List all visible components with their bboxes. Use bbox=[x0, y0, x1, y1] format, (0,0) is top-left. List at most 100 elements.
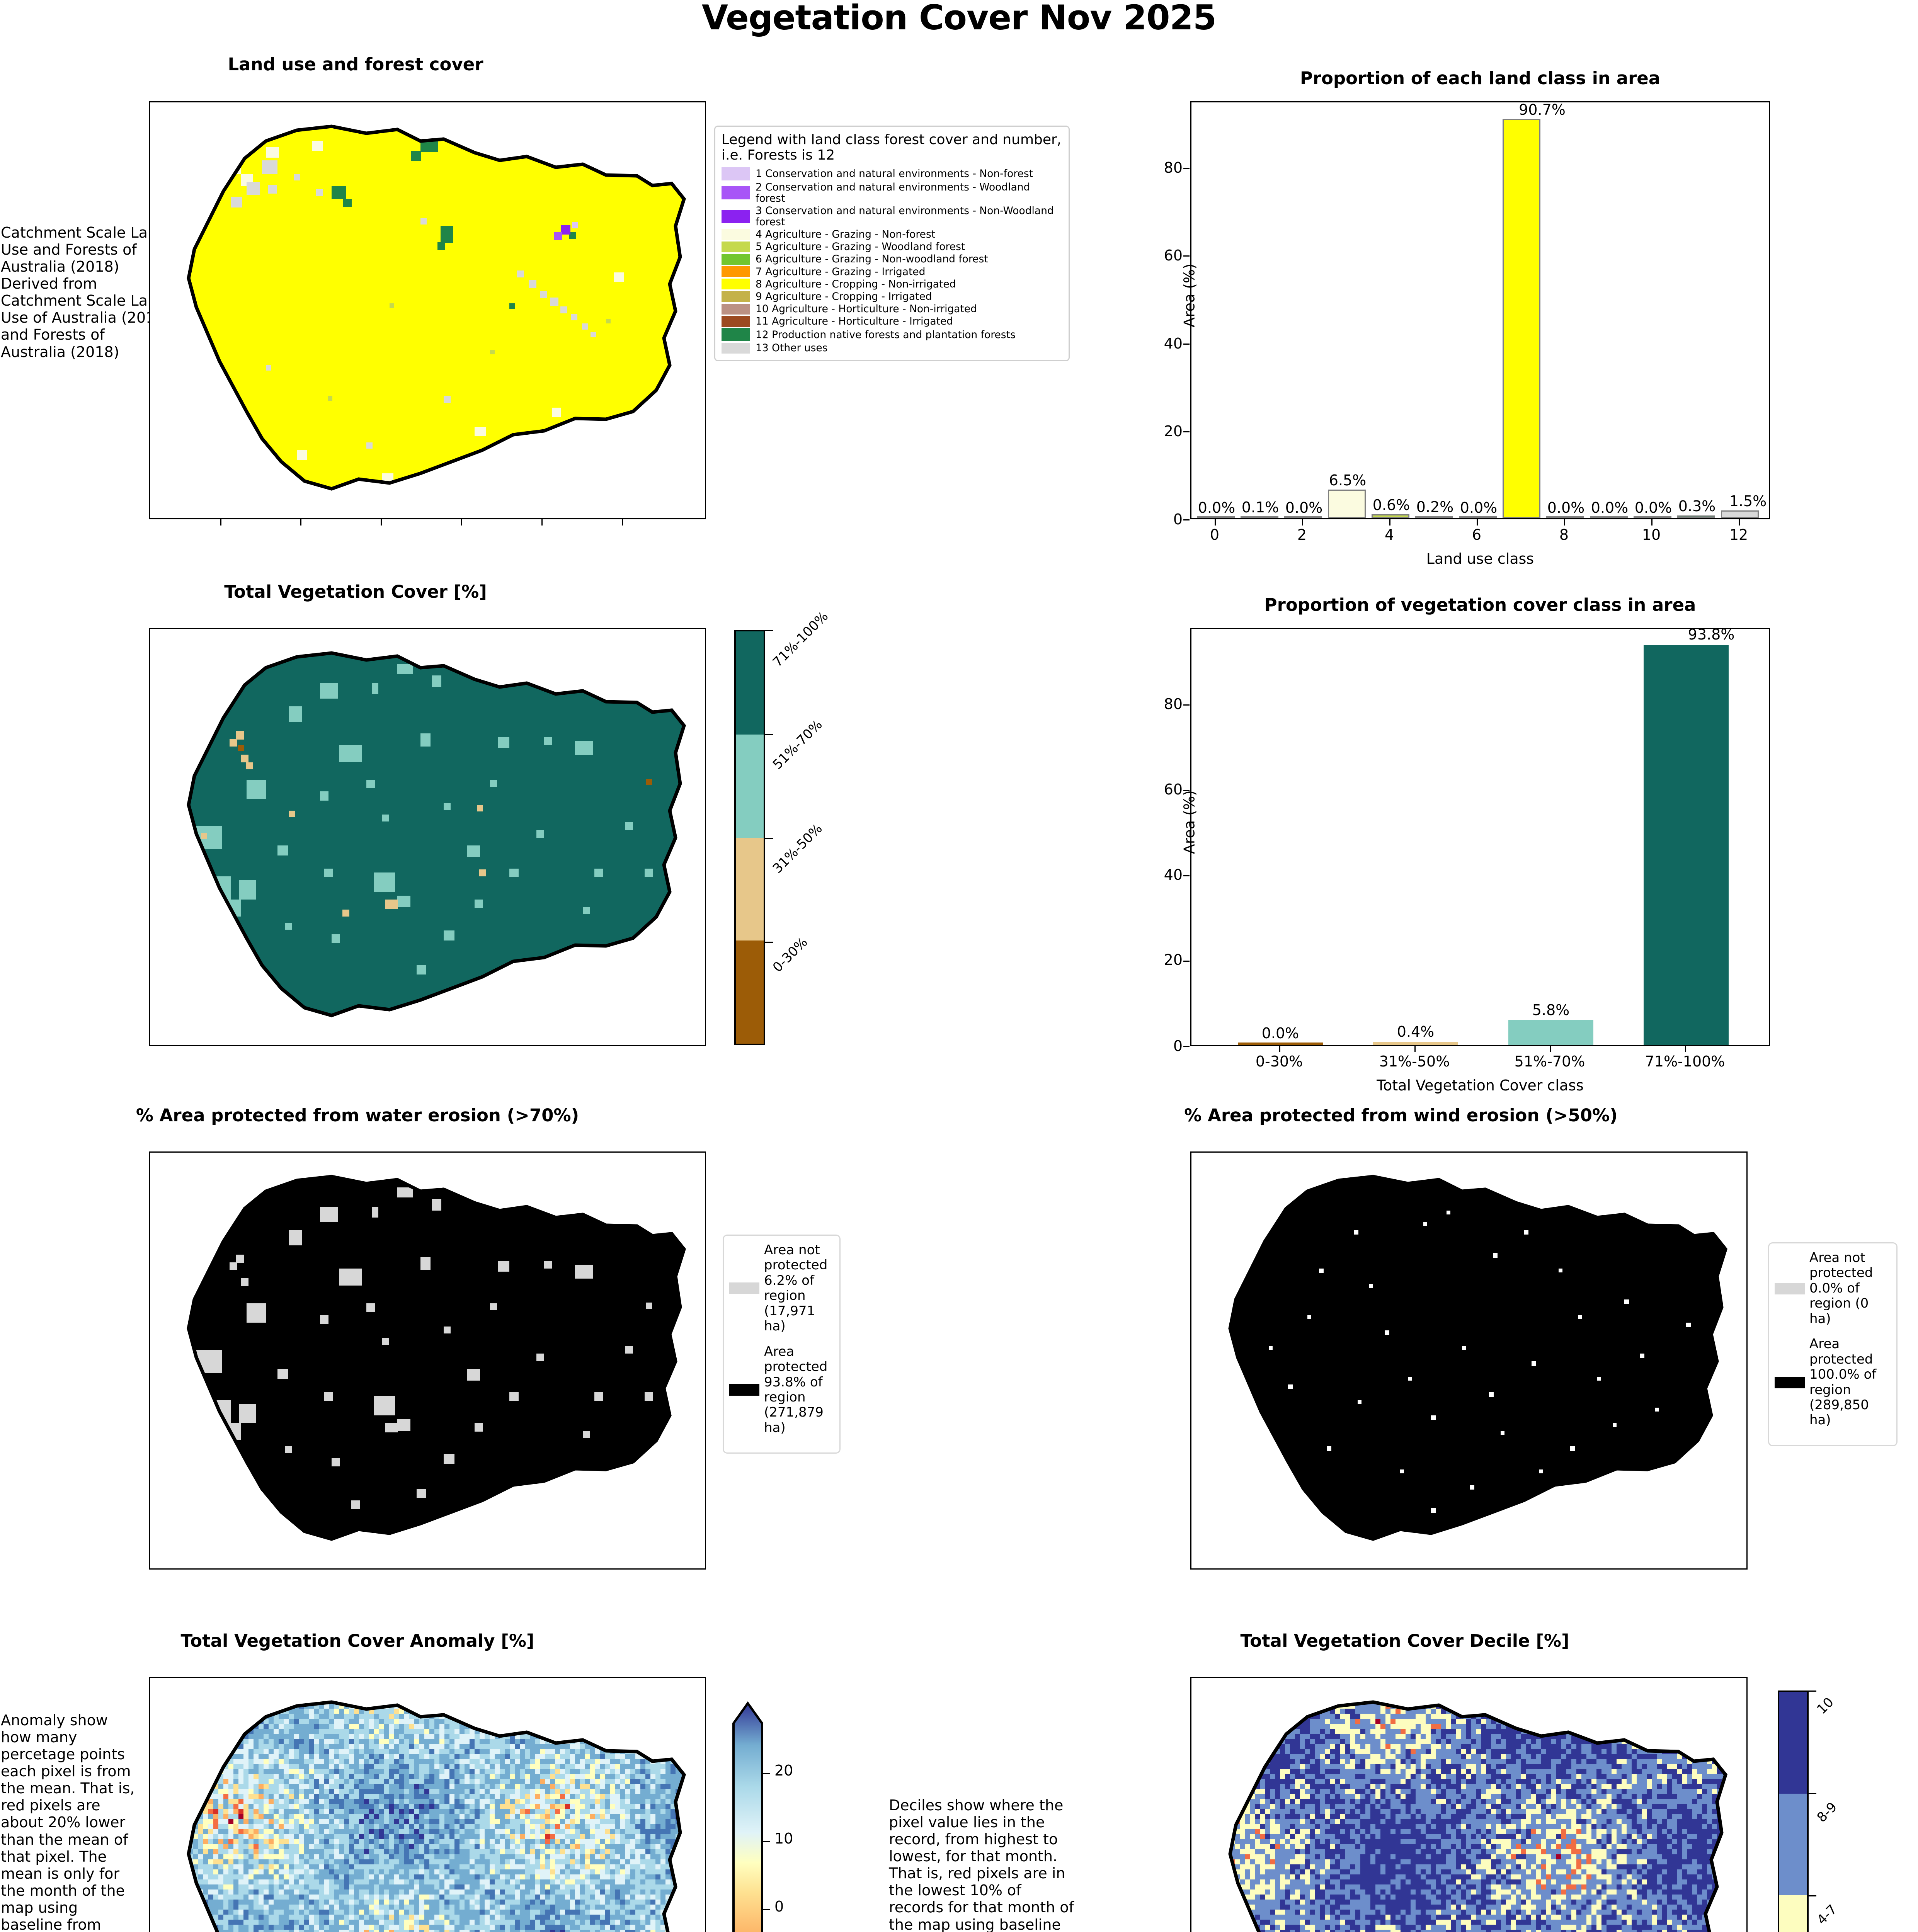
panel-title-decile: Total Vegetation Cover Decile [%] bbox=[1240, 1631, 1569, 1651]
wind-erosion-legend: Area not protected 0.0% of region (0 ha)… bbox=[1768, 1242, 1898, 1446]
legend-swatch-6 bbox=[722, 254, 750, 265]
bar-6 bbox=[1459, 516, 1497, 518]
legend-label: 12 Production native forests and plantat… bbox=[756, 328, 1016, 341]
chart1-ylabel: Area (%) bbox=[1181, 264, 1198, 328]
map-wind-erosion bbox=[1190, 1151, 1748, 1570]
chart-title: Proportion of each land class in area bbox=[1300, 68, 1661, 88]
legend-label: Area not protected 6.2% of region (17,97… bbox=[764, 1242, 828, 1334]
bar-label-7: 90.7% bbox=[1519, 101, 1566, 118]
map-land-use-xticks bbox=[149, 519, 706, 526]
xtick: 6 bbox=[1472, 526, 1482, 543]
ytick: 20 bbox=[1164, 423, 1183, 440]
legend-swatch-7 bbox=[722, 266, 750, 277]
legend-label: 6 Agriculture - Grazing - Non-woodland f… bbox=[756, 253, 988, 265]
ytick: 0 bbox=[1173, 511, 1183, 528]
chart-land-class-proportion: Proportion of each land class in area 0.… bbox=[1164, 68, 1770, 567]
xtick: 51%-70% bbox=[1514, 1053, 1585, 1070]
anomaly-map-svg bbox=[187, 1700, 686, 1932]
bar-label-31-50: 0.4% bbox=[1397, 1023, 1435, 1040]
legend-label: 2 Conservation and natural environments … bbox=[756, 181, 1030, 204]
legend-title: Legend with land class forest cover and … bbox=[722, 132, 1062, 163]
legend-swatch-10 bbox=[722, 303, 750, 315]
bar-label-51-70: 5.8% bbox=[1532, 1002, 1570, 1019]
legend-item: 2 Conservation and natural environments … bbox=[722, 181, 1062, 204]
ytick: 60 bbox=[1164, 781, 1183, 798]
legend-label: 10 Agriculture - Horticulture - Non-irri… bbox=[756, 303, 977, 315]
cbar-seg-51-70 bbox=[736, 734, 764, 838]
panel-title-anomaly: Total Vegetation Cover Anomaly [%] bbox=[180, 1631, 534, 1651]
xtick: 71%-100% bbox=[1645, 1053, 1725, 1070]
cbar-seg-71-100 bbox=[736, 631, 764, 735]
bar-31-50 bbox=[1373, 1042, 1458, 1045]
legend-label: Area not protected 0.0% of region (0 ha) bbox=[1809, 1250, 1873, 1327]
bar-label-4: 0.6% bbox=[1372, 497, 1410, 514]
bar-label-12: 1.5% bbox=[1729, 493, 1767, 510]
cbar-seg-0-30 bbox=[736, 940, 764, 1044]
chart-title: Proportion of vegetation cover class in … bbox=[1264, 595, 1696, 615]
bar-5 bbox=[1415, 516, 1453, 518]
bar-71-100 bbox=[1644, 645, 1729, 1045]
legend-item: 5 Agriculture - Grazing - Woodland fores… bbox=[722, 241, 1062, 252]
xtick: 4 bbox=[1384, 526, 1394, 543]
legend-label: 13 Other uses bbox=[756, 342, 828, 354]
legend-item: 10 Agriculture - Horticulture - Non-irri… bbox=[722, 303, 1062, 315]
legend-item-not-protected: Area not protected 6.2% of region (17,97… bbox=[729, 1242, 834, 1334]
legend-swatch-8 bbox=[722, 279, 750, 290]
bar-0-30 bbox=[1238, 1043, 1323, 1045]
map-decile bbox=[1190, 1677, 1748, 1932]
bar-label-2: 0.0% bbox=[1285, 499, 1323, 516]
chart1-xlabel: Land use class bbox=[1426, 550, 1534, 567]
bar-1 bbox=[1241, 516, 1278, 518]
bar-label-6: 0.0% bbox=[1460, 499, 1498, 516]
legend-item: 12 Production native forests and plantat… bbox=[722, 328, 1062, 342]
ytick: 80 bbox=[1164, 696, 1183, 713]
colorbar-decile bbox=[1778, 1690, 1809, 1932]
ytick: 60 bbox=[1164, 247, 1183, 264]
bar-11 bbox=[1677, 515, 1715, 518]
bar-9 bbox=[1590, 516, 1628, 518]
xtick: 0 bbox=[1210, 526, 1220, 543]
ytick: 80 bbox=[1164, 159, 1183, 176]
legend-label: Area protected 100.0% of region (289,850… bbox=[1809, 1336, 1877, 1428]
legend-swatch-5 bbox=[722, 241, 750, 252]
cbar-label-4-7: 4-7 bbox=[1814, 1901, 1840, 1928]
anomaly-note: Anomaly show how many percetage points e… bbox=[1, 1712, 135, 1932]
land-use-legend: Legend with land class forest cover and … bbox=[714, 126, 1070, 362]
colorbar-anomaly-svg bbox=[732, 1701, 763, 1932]
total-cover-map-svg bbox=[187, 651, 686, 1017]
xtick: 12 bbox=[1729, 526, 1748, 543]
bar-label-11: 0.3% bbox=[1678, 498, 1716, 515]
legend-label: 11 Agriculture - Horticulture - Irrigate… bbox=[756, 315, 953, 328]
legend-swatch-not-protected bbox=[1775, 1282, 1805, 1294]
land-use-map-svg bbox=[187, 124, 686, 491]
bar-0 bbox=[1197, 516, 1235, 518]
legend-label: 8 Agriculture - Cropping - Non-irrigated bbox=[756, 278, 956, 290]
cbar-tick-20: 20 bbox=[774, 1762, 793, 1779]
colorbar-anomaly bbox=[730, 1700, 765, 1932]
ytick: 0 bbox=[1173, 1037, 1183, 1054]
legend-swatch-3 bbox=[722, 210, 750, 223]
panel-title-total-cover: Total Vegetation Cover [%] bbox=[224, 582, 487, 602]
legend-swatch-9 bbox=[722, 291, 750, 302]
legend-swatch-13 bbox=[722, 342, 750, 354]
legend-item: 4 Agriculture - Grazing - Non-forest bbox=[722, 229, 1062, 240]
legend-item-protected: Area protected 93.8% of region (271,879 … bbox=[729, 1344, 834, 1436]
legend-swatch-4 bbox=[722, 229, 750, 240]
legend-item: 1 Conservation and natural environments … bbox=[722, 167, 1062, 180]
bar-label-5: 0.2% bbox=[1416, 498, 1454, 515]
bar-8 bbox=[1546, 516, 1584, 518]
xtick: 10 bbox=[1642, 526, 1661, 543]
bar-51-70 bbox=[1508, 1020, 1593, 1045]
ytick: 40 bbox=[1164, 335, 1183, 352]
page-title: Vegetation Cover Nov 2025 bbox=[701, 0, 1217, 37]
map-water-erosion bbox=[149, 1151, 706, 1570]
legend-item: 8 Agriculture - Cropping - Non-irrigated bbox=[722, 279, 1062, 290]
decile-map-svg bbox=[1228, 1700, 1728, 1932]
legend-swatch-11 bbox=[722, 316, 750, 327]
xtick: 8 bbox=[1559, 526, 1569, 543]
panel-title-water-erosion: % Area protected from water erosion (>70… bbox=[136, 1105, 579, 1126]
bar-label-71-100: 93.8% bbox=[1688, 626, 1735, 643]
legend-label: 1 Conservation and natural environments … bbox=[756, 168, 1033, 180]
ytick: 40 bbox=[1164, 866, 1183, 883]
chart-plot-area: 0.0% 0.4% 5.8% 93.8% bbox=[1190, 626, 1770, 1046]
